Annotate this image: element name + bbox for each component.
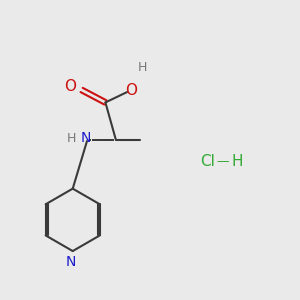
Text: O: O bbox=[64, 79, 76, 94]
Text: H: H bbox=[232, 154, 243, 169]
Text: N: N bbox=[80, 131, 91, 145]
Text: —: — bbox=[217, 155, 229, 168]
Text: O: O bbox=[125, 83, 137, 98]
Text: N: N bbox=[66, 255, 76, 268]
Text: H: H bbox=[138, 61, 147, 74]
Text: H: H bbox=[66, 132, 76, 145]
Text: Cl: Cl bbox=[200, 154, 215, 169]
